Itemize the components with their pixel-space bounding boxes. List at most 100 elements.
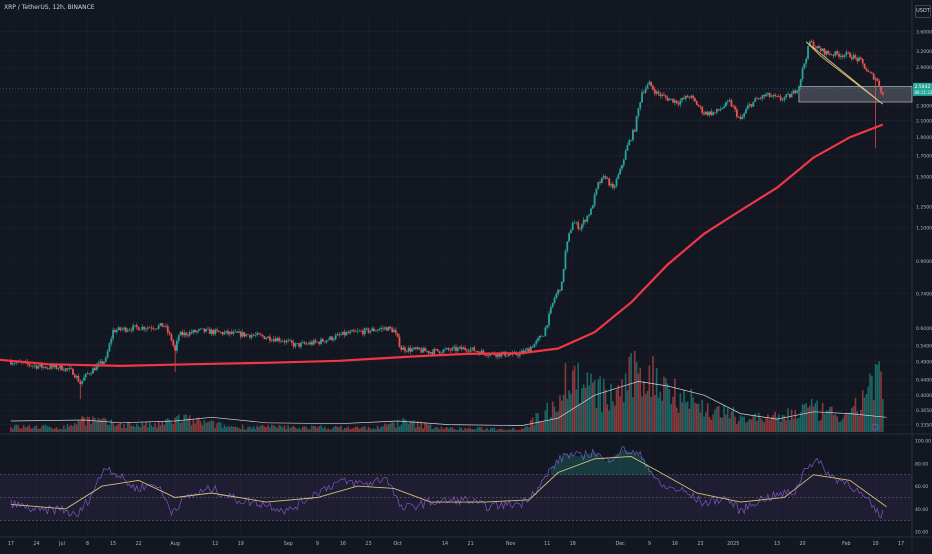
candle-body (397, 333, 399, 337)
volume-bar (371, 429, 373, 432)
volume-bar (349, 429, 351, 432)
candle-body (468, 351, 470, 352)
volume-bar (525, 427, 527, 432)
volume-bar (273, 426, 275, 432)
time-tick-label: 21 (468, 541, 474, 547)
price-tick-label: 3.6000 (916, 29, 932, 35)
candle-body (366, 328, 368, 329)
volume-bar (523, 429, 525, 432)
candle-body (596, 189, 598, 195)
volume-bar (149, 422, 151, 432)
candle-body (180, 332, 182, 335)
candle-body (282, 341, 284, 342)
candle-body (738, 117, 740, 118)
volume-bar (805, 403, 807, 432)
candle-body (300, 343, 302, 347)
candle-body (72, 369, 74, 375)
candle-body (663, 95, 665, 96)
volume-bar (793, 419, 795, 432)
rsi-tick-label: 40.00 (915, 507, 928, 513)
volume-bar (107, 425, 109, 432)
candle-body (570, 230, 572, 233)
volume-bar (56, 427, 58, 432)
candle-body (470, 349, 472, 352)
candle-body (563, 269, 565, 282)
volume-bar (123, 424, 125, 432)
volume-bar (780, 422, 782, 432)
candle-body (28, 364, 30, 366)
volume-bar (140, 427, 142, 432)
countdown-label: 08:11:22 (915, 90, 932, 95)
candle-body (435, 349, 437, 350)
volume-bar (747, 421, 749, 432)
volume-bar (625, 373, 627, 432)
candle-body (78, 376, 80, 382)
time-tick-label: Feb (842, 541, 851, 547)
volume-bar (205, 423, 207, 432)
volume-bar (129, 422, 131, 432)
volume-bar (169, 420, 171, 432)
candle-body (683, 98, 685, 99)
candle-body (337, 334, 339, 335)
time-tick-label: 8 (86, 541, 89, 547)
volume-bar (216, 423, 218, 432)
volume-bar (112, 423, 114, 432)
candle-body (590, 209, 592, 215)
candle-body (619, 169, 621, 175)
volume-bar (760, 418, 762, 432)
volume-bar (430, 424, 432, 432)
candle-body (178, 335, 180, 341)
candle-body (544, 328, 546, 336)
time-tick-label: 19 (238, 541, 244, 547)
volume-bar (61, 429, 63, 432)
candle-body (375, 331, 377, 332)
candle-body (741, 117, 743, 119)
volume-bar (585, 388, 587, 432)
volume-bar (419, 427, 421, 432)
volume-bar (846, 413, 848, 432)
volume-bar (486, 428, 488, 432)
candle-body (74, 375, 76, 378)
volume-bar (90, 424, 92, 432)
volume-bar (800, 412, 802, 432)
candle-body (725, 102, 727, 106)
candle-body (793, 91, 795, 94)
volume-bar (38, 429, 40, 432)
candle-body (827, 51, 829, 54)
symbol-header[interactable]: XRP / TetherUS, 12h, BINANCE (4, 4, 95, 11)
candle-body (406, 351, 408, 352)
volume-bar (266, 427, 268, 432)
candle-body (439, 351, 441, 353)
time-tick-label: 13 (774, 541, 780, 547)
candle-body (581, 225, 583, 230)
candle-body (264, 336, 266, 339)
currency-badge[interactable]: USDT (915, 5, 931, 18)
volume-bar (23, 425, 25, 432)
volume-bar (869, 373, 871, 432)
volume-bar (669, 389, 671, 432)
volume-bar (278, 425, 280, 432)
candle-body (284, 341, 286, 342)
volume-bar (359, 429, 361, 432)
candle-body (749, 104, 751, 105)
candle-body (771, 96, 773, 97)
candle-body (873, 74, 875, 80)
volume-bar (659, 392, 661, 432)
candle-body (176, 341, 178, 351)
candle-body (320, 339, 322, 344)
candle-body (783, 97, 785, 100)
volume-bar (231, 426, 233, 432)
candle-body (864, 64, 866, 69)
candle-body (125, 328, 127, 332)
volume-bar (10, 427, 12, 432)
candle-body (796, 91, 798, 93)
volume-bar (269, 427, 271, 432)
candle-body (825, 51, 827, 55)
volume-bar (203, 420, 205, 432)
volume-bar (654, 395, 656, 432)
volume-bar (357, 427, 359, 432)
volume-bar (390, 423, 392, 432)
candle-body (140, 330, 142, 331)
candle-body (681, 98, 683, 101)
